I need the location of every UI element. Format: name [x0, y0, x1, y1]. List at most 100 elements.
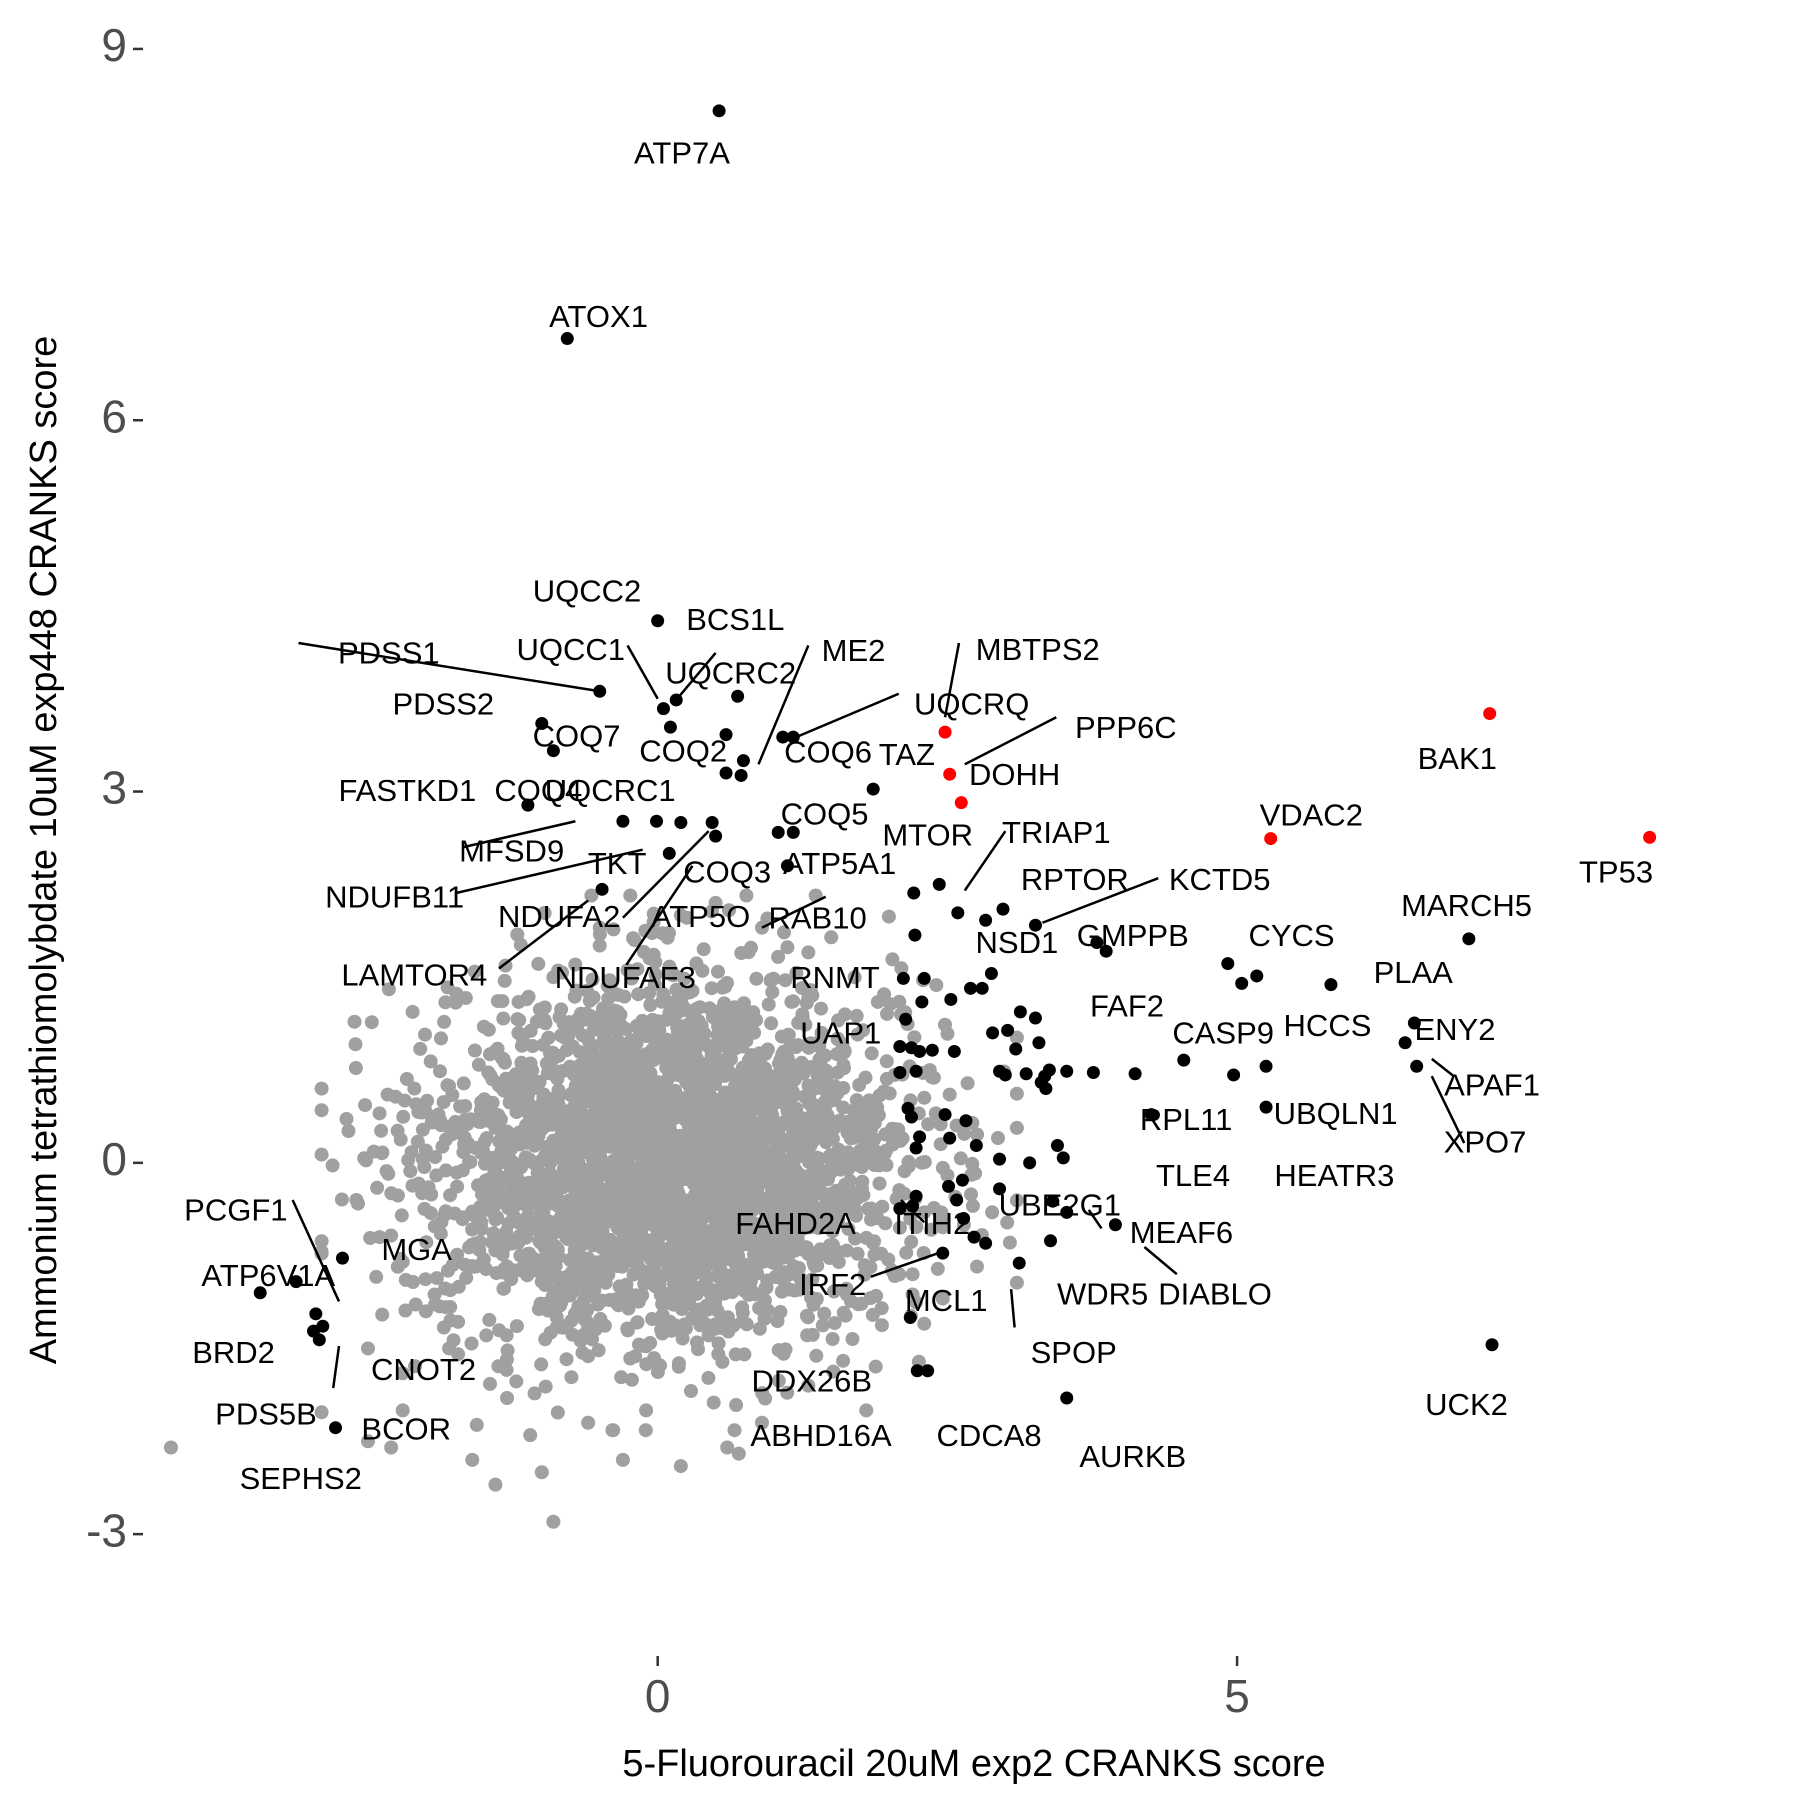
background-point [519, 1210, 534, 1225]
background-point [643, 1336, 658, 1350]
background-point [569, 1161, 583, 1175]
gene-label: PDS5B [215, 1397, 317, 1432]
background-point [732, 1213, 747, 1228]
background-point [791, 1261, 806, 1275]
background-point [684, 1384, 698, 1398]
background-point [497, 1240, 512, 1255]
background-point [964, 1187, 978, 1202]
background-point [824, 1154, 839, 1169]
background-point [653, 1241, 668, 1256]
highlight-point [253, 1286, 267, 1300]
background-point [856, 1023, 871, 1038]
background-point [815, 1081, 830, 1096]
background-point [894, 961, 909, 976]
highlight-point [957, 1212, 971, 1226]
background-point [638, 1423, 653, 1438]
background-point [578, 1046, 593, 1061]
background-point [624, 1372, 639, 1387]
background-point [591, 1343, 606, 1358]
highlight-point [1259, 1100, 1273, 1114]
background-point [778, 1057, 793, 1072]
background-point [612, 1083, 627, 1098]
background-point [836, 1353, 851, 1368]
background-point [901, 1154, 916, 1169]
highlight-point [967, 1230, 981, 1244]
gene-label: UCK2 [1425, 1387, 1508, 1422]
background-point [825, 1332, 840, 1346]
highlight-point [925, 1043, 939, 1057]
background-point [784, 1200, 799, 1215]
highlight-point [1060, 1205, 1074, 1219]
highlight-point [904, 1110, 918, 1124]
background-point [682, 1016, 697, 1031]
background-point [509, 1374, 524, 1389]
background-point [614, 1370, 629, 1385]
background-point [764, 1016, 779, 1031]
highlight-point [786, 825, 800, 839]
highlight-point [1099, 944, 1113, 958]
background-point [415, 1122, 430, 1137]
background-point [879, 1158, 894, 1172]
background-point [754, 1221, 769, 1236]
background-point [777, 925, 791, 940]
gene-label: UQCC1 [517, 632, 626, 667]
background-point [615, 1452, 630, 1467]
gene-label: NSD1 [976, 925, 1059, 960]
background-point [736, 1123, 751, 1137]
background-point [905, 1287, 920, 1302]
background-point [704, 981, 719, 996]
background-point [399, 1072, 414, 1086]
background-point [823, 1165, 838, 1180]
background-point [838, 1177, 852, 1192]
gene-label: XPO7 [1444, 1124, 1527, 1159]
gene-label: RPL11 [1140, 1102, 1233, 1137]
background-point [731, 1091, 746, 1106]
background-point [774, 1029, 789, 1044]
label-connector [1430, 1057, 1455, 1078]
background-point [802, 1090, 817, 1105]
background-point [729, 1178, 743, 1193]
background-point [408, 1297, 423, 1312]
highlight-point [1144, 1108, 1158, 1122]
background-point [709, 1142, 724, 1157]
highlight-point [560, 332, 574, 346]
background-point [642, 986, 656, 1001]
background-point [760, 1042, 775, 1057]
background-point [695, 1280, 709, 1294]
background-point [749, 1132, 764, 1147]
background-point [606, 922, 621, 937]
background-point [655, 926, 670, 941]
emphasis-point [1643, 830, 1657, 844]
background-point [778, 973, 793, 988]
background-point [704, 1203, 719, 1218]
background-point [849, 1008, 864, 1023]
background-point [314, 1147, 329, 1162]
background-point [776, 1044, 791, 1059]
highlight-point [915, 995, 929, 1009]
background-point [805, 1272, 820, 1287]
label-connector [761, 895, 827, 929]
background-point [583, 1267, 598, 1281]
background-point [616, 1211, 631, 1225]
highlight-points [253, 104, 1499, 1435]
background-point [662, 1193, 677, 1208]
background-point [500, 1343, 515, 1358]
highlight-point [656, 702, 670, 716]
gene-label: DOHH [969, 757, 1060, 792]
gene-label: ATP6V1A [201, 1258, 335, 1293]
gene-label: COQ7 [533, 719, 621, 754]
gene-label: DIABLO [1158, 1277, 1272, 1312]
gene-label: BCS1L [686, 602, 784, 637]
emphasis-points [938, 707, 1657, 846]
highlight-point [984, 966, 998, 980]
background-point [929, 978, 944, 993]
background-point [564, 1370, 579, 1385]
label-connector [870, 1252, 939, 1278]
background-point [924, 1222, 939, 1237]
highlight-point [1128, 1067, 1142, 1081]
background-point [408, 1359, 423, 1374]
gene-label: TP53 [1579, 855, 1653, 890]
highlight-point [950, 1193, 964, 1207]
background-point [360, 1341, 375, 1356]
background-point [765, 985, 780, 1000]
